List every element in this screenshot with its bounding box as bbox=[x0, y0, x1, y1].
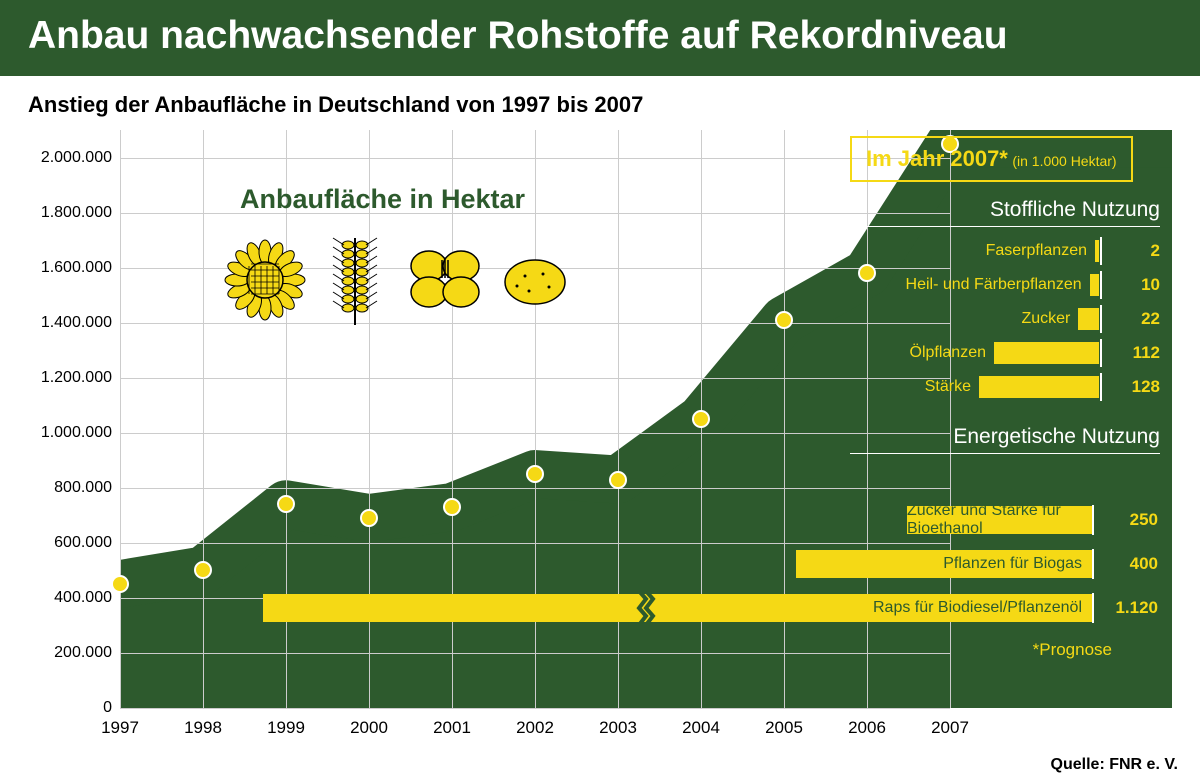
source-label: Quelle: FNR e. V. bbox=[1051, 756, 1178, 774]
grid-line-v bbox=[120, 130, 121, 708]
energy-bar-value: 400 bbox=[1130, 554, 1158, 574]
bar-label: Stärke bbox=[925, 378, 971, 396]
bar-label: Ölpflanzen bbox=[910, 344, 987, 362]
chart-container: Anbaufläche in Hektar Im Jahr 2007* (in … bbox=[28, 130, 1172, 750]
crop-icons-row bbox=[220, 230, 580, 345]
energy-bar-value: 250 bbox=[1130, 510, 1158, 530]
x-axis-label: 2007 bbox=[931, 718, 969, 738]
bar-value: 128 bbox=[1112, 377, 1160, 397]
x-axis-label: 2000 bbox=[350, 718, 388, 738]
bar-label: Faserpflanzen bbox=[986, 242, 1087, 260]
rapeseed-flower-icon bbox=[411, 251, 479, 307]
y-axis-label: 400.000 bbox=[54, 589, 112, 607]
data-marker bbox=[443, 498, 461, 516]
data-marker bbox=[111, 575, 129, 593]
bar-divider bbox=[1092, 593, 1094, 623]
side-panel: Im Jahr 2007* (in 1.000 Hektar) Stofflic… bbox=[850, 136, 1160, 464]
y-axis-label: 1.000.000 bbox=[41, 424, 112, 442]
break-mark-icon bbox=[636, 591, 656, 630]
bar-rect bbox=[979, 376, 1099, 398]
bar-value: 22 bbox=[1112, 309, 1160, 329]
section2-title: Energetische Nutzung bbox=[850, 425, 1160, 454]
y-axis-label: 200.000 bbox=[54, 644, 112, 662]
bar-row: Stärke 128 bbox=[850, 373, 1160, 401]
x-axis-label: 2003 bbox=[599, 718, 637, 738]
data-marker bbox=[609, 471, 627, 489]
y-axis-label: 1.400.000 bbox=[41, 314, 112, 332]
potato-icon bbox=[505, 260, 565, 304]
grid-line-h bbox=[120, 708, 950, 709]
wheat-icon bbox=[333, 238, 377, 325]
bar-rect bbox=[1090, 274, 1099, 296]
footnote: *Prognose bbox=[1033, 640, 1112, 660]
bar-row: Faserpflanzen 2 bbox=[850, 237, 1160, 265]
panel-header-sub: (in 1.000 Hektar) bbox=[1012, 153, 1116, 169]
data-marker bbox=[526, 465, 544, 483]
energy-bar: Zucker und Stärke für Bioethanol bbox=[907, 506, 1092, 534]
y-axis-label: 800.000 bbox=[54, 479, 112, 497]
bar-value: 10 bbox=[1112, 275, 1160, 295]
bar-rect bbox=[1078, 308, 1099, 330]
bar-divider bbox=[1092, 549, 1094, 579]
crop-icons-svg bbox=[220, 230, 580, 340]
x-axis-label: 2005 bbox=[765, 718, 803, 738]
bar-rect bbox=[1095, 240, 1099, 262]
x-axis-label: 1998 bbox=[184, 718, 222, 738]
data-marker bbox=[692, 410, 710, 428]
bar-value: 2 bbox=[1112, 241, 1160, 261]
energy-bar: Pflanzen für Biogas bbox=[796, 550, 1092, 578]
data-marker bbox=[360, 509, 378, 527]
bar-divider bbox=[1100, 237, 1102, 265]
y-axis-label: 2.000.000 bbox=[41, 149, 112, 167]
chart-axis-title: Anbaufläche in Hektar bbox=[240, 184, 525, 215]
x-axis-label: 2004 bbox=[682, 718, 720, 738]
bar-divider bbox=[1100, 373, 1102, 401]
y-axis-label: 1.200.000 bbox=[41, 369, 112, 387]
y-axis-label: 1.600.000 bbox=[41, 259, 112, 277]
header-bar: Anbau nachwachsender Rohstoffe auf Rekor… bbox=[0, 0, 1200, 76]
y-axis-label: 1.800.000 bbox=[41, 204, 112, 222]
page-title: Anbau nachwachsender Rohstoffe auf Rekor… bbox=[28, 14, 1172, 58]
x-axis-label: 2001 bbox=[433, 718, 471, 738]
bar-divider bbox=[1100, 305, 1102, 333]
subtitle: Anstieg der Anbaufläche in Deutschland v… bbox=[0, 76, 1200, 118]
x-axis-label: 2006 bbox=[848, 718, 886, 738]
grid-line-v bbox=[203, 130, 204, 708]
bar-row: Ölpflanzen 112 bbox=[850, 339, 1160, 367]
data-marker bbox=[775, 311, 793, 329]
bar-value: 112 bbox=[1112, 343, 1160, 363]
x-axis-label: 2002 bbox=[516, 718, 554, 738]
energy-bar: Raps für Biodiesel/Pflanzenöl bbox=[263, 594, 1092, 622]
section1-title: Stoffliche Nutzung bbox=[850, 198, 1160, 227]
bar-divider bbox=[1100, 271, 1102, 299]
x-axis-label: 1999 bbox=[267, 718, 305, 738]
bar-divider bbox=[1100, 339, 1102, 367]
x-axis-label: 1997 bbox=[101, 718, 139, 738]
bar-row: Zucker 22 bbox=[850, 305, 1160, 333]
energy-bar-label: Pflanzen für Biogas bbox=[943, 555, 1082, 573]
panel-header: Im Jahr 2007* (in 1.000 Hektar) bbox=[850, 136, 1133, 182]
y-axis-label: 0 bbox=[103, 699, 112, 717]
energy-bar-label: Zucker und Stärke für Bioethanol bbox=[907, 502, 1082, 538]
y-axis-label: 600.000 bbox=[54, 534, 112, 552]
plot-area: Anbaufläche in Hektar Im Jahr 2007* (in … bbox=[120, 130, 1172, 708]
bar-divider bbox=[1092, 505, 1094, 535]
energy-bar-label: Raps für Biodiesel/Pflanzenöl bbox=[873, 599, 1082, 617]
data-marker bbox=[277, 495, 295, 513]
sunflower-icon bbox=[225, 240, 305, 320]
panel-header-main: Im Jahr 2007* bbox=[866, 146, 1008, 171]
bar-rect bbox=[994, 342, 1099, 364]
energy-bar-value: 1.120 bbox=[1115, 598, 1158, 618]
data-marker bbox=[194, 561, 212, 579]
bar-label: Heil- und Färberpflanzen bbox=[906, 276, 1082, 294]
bar-row: Heil- und Färberpflanzen 10 bbox=[850, 271, 1160, 299]
bar-label: Zucker bbox=[1021, 310, 1070, 328]
